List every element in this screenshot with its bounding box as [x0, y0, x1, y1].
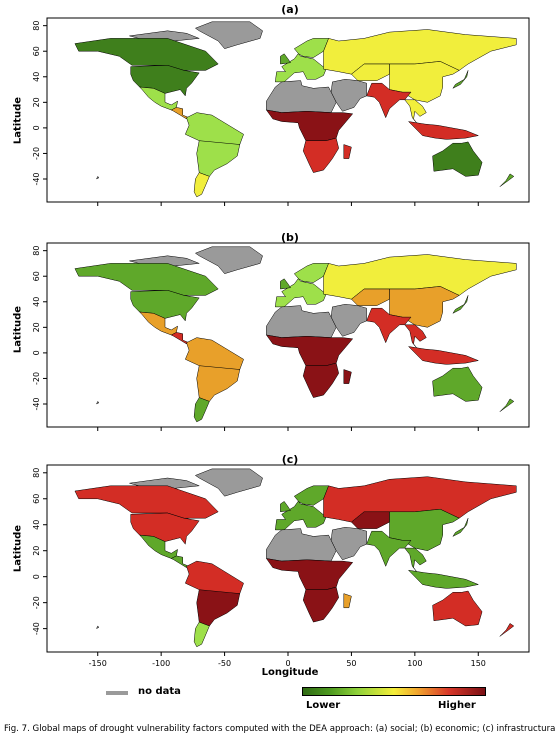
y-tick-label: 0 [32, 350, 41, 355]
y-tick-label: 40 [32, 520, 41, 530]
region-usa [130, 512, 200, 545]
countries [74, 246, 517, 423]
x-axis-label: Longitude [261, 667, 319, 678]
region-greenland [194, 246, 263, 274]
y-tick-label: -40 [32, 622, 41, 635]
panel-title: (b) [281, 231, 299, 244]
map-svg: 80 60 40 20 0 -20 -40 [32, 17, 530, 206]
region-s-am-south [193, 397, 210, 423]
region-usa [130, 290, 200, 322]
region-nz [499, 398, 515, 412]
y-tick-label: 20 [32, 322, 41, 332]
region-seasia [404, 99, 427, 126]
region-australia [432, 590, 483, 627]
y-tick-label: 0 [32, 574, 41, 579]
map-svg: 80 60 40 20 0 -20 -40 [32, 242, 530, 431]
panel-title: (a) [281, 3, 299, 16]
region-europe [275, 38, 329, 83]
region-usa [130, 65, 200, 97]
x-tick-label: 0 [285, 659, 290, 668]
region-indonesia [407, 569, 480, 589]
region-indonesia [407, 121, 480, 140]
region-s-africa [302, 362, 339, 398]
region-indonesia [407, 346, 480, 365]
region-antarctic-dots [95, 400, 100, 405]
y-tick-label: 60 [32, 494, 41, 504]
region-s-africa [302, 586, 339, 623]
region-europe [275, 263, 329, 308]
colorbar-low-label: Lower [306, 700, 341, 711]
panel-title: (c) [281, 453, 299, 466]
countries [74, 468, 517, 648]
region-antarctic-dots [95, 625, 100, 630]
countries [74, 21, 517, 198]
y-tick-label: 0 [32, 125, 41, 130]
y-tick-label: -40 [32, 397, 41, 410]
region-canada [74, 38, 219, 71]
region-s-am-south [193, 621, 210, 648]
y-tick-label: -20 [32, 372, 41, 385]
region-japan [452, 70, 469, 89]
colorbar [302, 687, 486, 696]
region-s-am-mid [196, 365, 241, 402]
region-seasia [404, 324, 427, 351]
colorbar-high-label: Higher [438, 700, 476, 711]
y-tick-label: 80 [32, 21, 41, 31]
region-greenland [194, 21, 263, 49]
y-tick-label: 40 [32, 297, 41, 307]
region-australia [432, 366, 483, 402]
region-s-am-mid [196, 140, 241, 177]
region-seasia [404, 547, 427, 575]
region-japan [452, 295, 469, 314]
x-tick-label: -150 [89, 659, 107, 668]
region-japan [452, 518, 469, 538]
x-tick-label: -50 [218, 659, 231, 668]
region-nz [499, 173, 515, 187]
region-nz [499, 623, 515, 637]
region-madagascar [343, 369, 352, 384]
panel-a: (a) Latitude 80 60 40 20 0 -20 -40 [0, 0, 556, 225]
x-tick-label: 150 [471, 659, 486, 668]
region-s-africa [302, 137, 339, 173]
region-madagascar [343, 144, 352, 159]
region-uk [280, 278, 291, 290]
region-canada [74, 263, 219, 296]
y-tick-label: 60 [32, 46, 41, 56]
nodata-swatch [106, 691, 128, 695]
region-greenland [194, 468, 263, 497]
y-tick-label: 60 [32, 271, 41, 281]
panel-c: (c) Latitude 80 60 40 20 0 -20 -40 -150 -100 -50 0… [0, 447, 556, 672]
region-uk [280, 53, 291, 65]
y-tick-label: -20 [32, 596, 41, 609]
x-tick-label: 100 [407, 659, 422, 668]
x-tick-label: -100 [152, 659, 170, 668]
region-madagascar [343, 593, 352, 609]
y-tick-label: 20 [32, 97, 41, 107]
nodata-legend: no data [106, 686, 226, 700]
y-tick-label: 40 [32, 72, 41, 82]
region-s-am-mid [196, 589, 241, 627]
region-uk [280, 501, 291, 513]
nodata-label: no data [138, 686, 181, 697]
region-canada [74, 485, 219, 519]
region-antarctic-dots [95, 175, 100, 180]
region-s-am-south [193, 172, 210, 198]
y-tick-label: 80 [32, 246, 41, 256]
panel-b: (b) Latitude 80 60 40 20 0 -20 -40 [0, 225, 556, 447]
y-tick-label: -40 [32, 172, 41, 185]
y-tick-label: 20 [32, 546, 41, 556]
map-svg: 80 60 40 20 0 -20 -40 -150 -100 -50 0 50 100 150 [32, 464, 530, 668]
y-tick-label: 80 [32, 468, 41, 478]
x-tick-label: 50 [346, 659, 356, 668]
y-tick-label: -20 [32, 147, 41, 160]
figure-caption: Fig. 7. Global maps of drought vulnerabi… [4, 724, 556, 734]
region-australia [432, 141, 483, 177]
region-europe [275, 485, 329, 531]
